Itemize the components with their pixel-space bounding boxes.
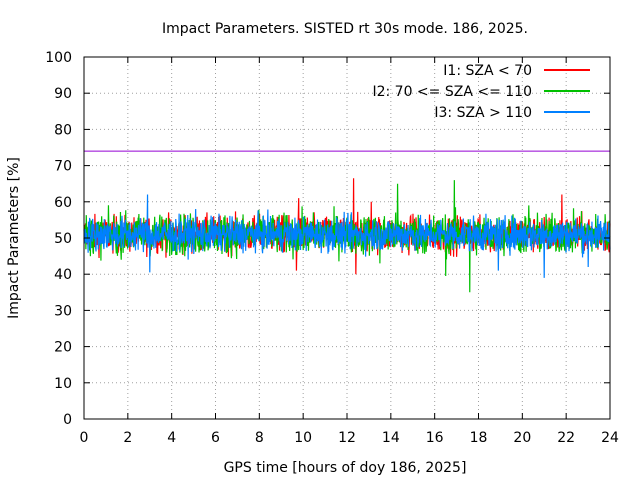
y-tick-label: 20	[54, 340, 72, 356]
y-tick-label: 10	[54, 376, 72, 392]
y-tick-label: 100	[45, 50, 72, 66]
series-line-3	[83, 194, 611, 278]
x-tick-label: 6	[211, 430, 220, 446]
y-tick-label: 40	[54, 267, 72, 283]
x-tick-label: 22	[557, 430, 575, 446]
x-tick-label: 8	[255, 430, 264, 446]
x-axis-label: GPS time [hours of doy 186, 2025]	[224, 460, 467, 476]
y-tick-label: 30	[54, 303, 72, 319]
x-tick-label: 20	[513, 430, 531, 446]
x-tick-label: 14	[382, 430, 400, 446]
y-tick-label: 50	[54, 231, 72, 247]
legend-label: I3: SZA > 110	[434, 105, 532, 121]
plot-frame	[83, 56, 611, 420]
tick-group: 0 2 4 6 8 10 12 14 16 18 20 22 240102030405060708090…	[45, 50, 619, 446]
series-group	[83, 178, 611, 293]
y-axis-label: Impact Parameters [%]	[6, 157, 22, 319]
chart-title: Impact Parameters. SISTED rt 30s mode. 1…	[162, 21, 528, 37]
legend-label: I1: SZA < 70	[443, 63, 532, 79]
x-tick-label: 4	[167, 430, 176, 446]
x-tick-label: 0	[80, 430, 89, 446]
x-tick-label: 10	[294, 430, 312, 446]
x-tick-label: 12	[338, 430, 356, 446]
x-tick-label: 24	[601, 430, 619, 446]
y-tick-label: 80	[54, 122, 72, 138]
legend: I1: SZA < 70 I2: 70 <= SZA <= 110 I3: SZA …	[372, 63, 590, 121]
legend-label: I2: 70 <= SZA <= 110	[372, 84, 532, 100]
y-tick-label: 70	[54, 159, 72, 175]
x-tick-label: 18	[470, 430, 488, 446]
y-tick-label: 90	[54, 86, 72, 102]
x-tick-label: 2	[123, 430, 132, 446]
y-tick-label: 60	[54, 195, 72, 211]
y-tick-label: 0	[63, 412, 72, 428]
x-tick-label: 16	[426, 430, 444, 446]
